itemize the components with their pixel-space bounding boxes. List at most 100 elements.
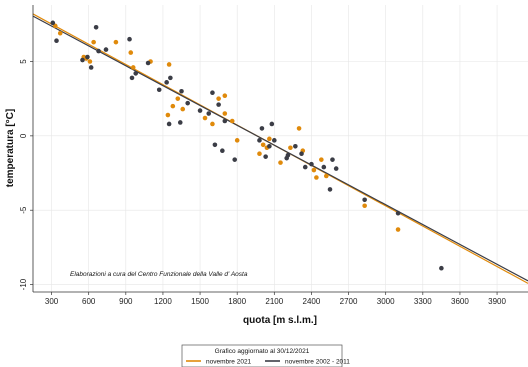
point-novembre-2021: [170, 103, 176, 109]
point-novembre-2021: [166, 62, 172, 67]
point-novembre-2021: [87, 59, 93, 64]
x-tick-label: 600: [82, 297, 96, 306]
point-novembre-2002-2011: [321, 164, 327, 170]
point-novembre-2002-2011: [395, 210, 401, 216]
point-novembre-2002-2011: [80, 57, 85, 63]
axes: [30, 5, 528, 295]
regression-line: [32, 15, 528, 282]
point-novembre-2002-2011: [133, 71, 139, 76]
point-novembre-2002-2011: [257, 138, 262, 143]
x-tick-labels: 300 600 900 1200 1500 1800 2100 2400 2700 3000 330…: [45, 297, 507, 306]
legend-label-novembre-2021: novembre 2021: [206, 359, 252, 366]
point-novembre-2002-2011: [85, 54, 90, 60]
point-novembre-2021: [362, 203, 367, 209]
point-novembre-2021: [57, 30, 63, 36]
point-novembre-2021: [175, 96, 181, 101]
point-novembre-2002-2011: [156, 87, 162, 93]
point-novembre-2002-2011: [103, 47, 109, 52]
point-novembre-2021: [395, 227, 401, 232]
point-novembre-2002-2011: [93, 25, 99, 30]
point-novembre-2002-2011: [269, 121, 275, 127]
grid: [33, 5, 528, 292]
y-tick-label: 5: [19, 59, 28, 64]
point-novembre-2002-2011: [168, 75, 173, 81]
point-novembre-2002-2011: [272, 138, 277, 143]
y-tick-labels: -10 -5 0 5: [19, 59, 28, 291]
point-novembre-2002-2011: [222, 118, 228, 124]
point-novembre-2002-2011: [129, 75, 135, 81]
point-novembre-2002-2011: [127, 36, 132, 42]
x-tick-label: 2400: [303, 297, 321, 306]
point-novembre-2021: [314, 175, 319, 180]
point-novembre-2002-2011: [309, 161, 314, 167]
x-tick-label: 2100: [265, 297, 283, 306]
point-novembre-2002-2011: [185, 100, 190, 106]
point-novembre-2002-2011: [285, 152, 291, 158]
y-tick-label: -10: [19, 278, 28, 290]
point-novembre-2002-2011: [54, 38, 59, 43]
point-novembre-2002-2011: [267, 143, 272, 149]
point-novembre-2021: [222, 111, 228, 116]
point-novembre-2002-2011: [50, 20, 56, 26]
point-novembre-2021: [202, 115, 208, 121]
point-novembre-2002-2011: [212, 142, 218, 148]
y-tick-label: -5: [19, 206, 28, 214]
legend-title: Grafico aggiornato al 30/12/2021: [215, 348, 310, 355]
point-novembre-2002-2011: [145, 60, 151, 66]
point-novembre-2021: [319, 157, 324, 162]
point-novembre-2002-2011: [88, 65, 94, 70]
point-novembre-2021: [216, 96, 221, 101]
x-tick-label: 3600: [451, 297, 469, 306]
point-novembre-2021: [91, 39, 96, 45]
point-novembre-2021: [130, 65, 136, 70]
point-novembre-2002-2011: [302, 164, 308, 170]
point-novembre-2021: [323, 173, 329, 179]
point-novembre-2021: [278, 160, 283, 165]
annotation-text: Elaborazioni a cura del Centro Funzional…: [70, 271, 248, 278]
point-novembre-2021: [210, 121, 215, 127]
point-novembre-2021: [234, 138, 240, 143]
point-novembre-2021: [257, 151, 262, 157]
point-novembre-2002-2011: [333, 166, 339, 171]
legend-label-novembre-2002-2011: novembre 2002 - 2011: [285, 359, 350, 366]
point-novembre-2002-2011: [259, 126, 265, 131]
x-tick-label: 1500: [191, 297, 209, 306]
point-novembre-2002-2011: [96, 48, 101, 54]
point-novembre-2002-2011: [362, 197, 367, 203]
x-tick-label: 3900: [488, 297, 506, 306]
point-novembre-2021: [288, 145, 293, 151]
point-novembre-2002-2011: [299, 151, 304, 157]
legend-box: [181, 344, 343, 367]
point-novembre-2021: [311, 167, 317, 173]
point-novembre-2002-2011: [232, 157, 238, 162]
point-novembre-2002-2011: [179, 88, 184, 94]
point-novembre-2021: [128, 50, 134, 55]
data-points: [50, 20, 444, 271]
point-novembre-2002-2011: [330, 157, 335, 162]
point-novembre-2021: [113, 39, 119, 45]
x-tick-label: 3300: [414, 297, 432, 306]
x-tick-label: 3000: [377, 297, 395, 306]
point-novembre-2002-2011: [216, 102, 221, 107]
point-novembre-2002-2011: [166, 121, 172, 127]
point-novembre-2021: [229, 118, 235, 124]
regression-lines: [32, 13, 528, 284]
point-novembre-2002-2011: [263, 154, 268, 159]
point-novembre-2002-2011: [210, 90, 215, 96]
x-tick-label: 2700: [340, 297, 358, 306]
x-tick-label: 1200: [154, 297, 172, 306]
point-novembre-2021: [267, 136, 272, 142]
point-novembre-2002-2011: [197, 108, 203, 113]
point-novembre-2002-2011: [293, 143, 298, 149]
y-tick-label: 0: [19, 133, 28, 138]
point-novembre-2002-2011: [327, 187, 333, 192]
point-novembre-2002-2011: [439, 265, 444, 271]
x-tick-label: 1800: [228, 297, 246, 306]
point-novembre-2002-2011: [164, 80, 169, 85]
point-novembre-2002-2011: [177, 120, 183, 125]
point-novembre-2021: [180, 106, 186, 112]
point-novembre-2002-2011: [206, 111, 212, 116]
point-novembre-2021: [165, 112, 171, 118]
x-axis-title: quota [m s.l.m.]: [243, 315, 317, 326]
point-novembre-2021: [296, 126, 302, 131]
